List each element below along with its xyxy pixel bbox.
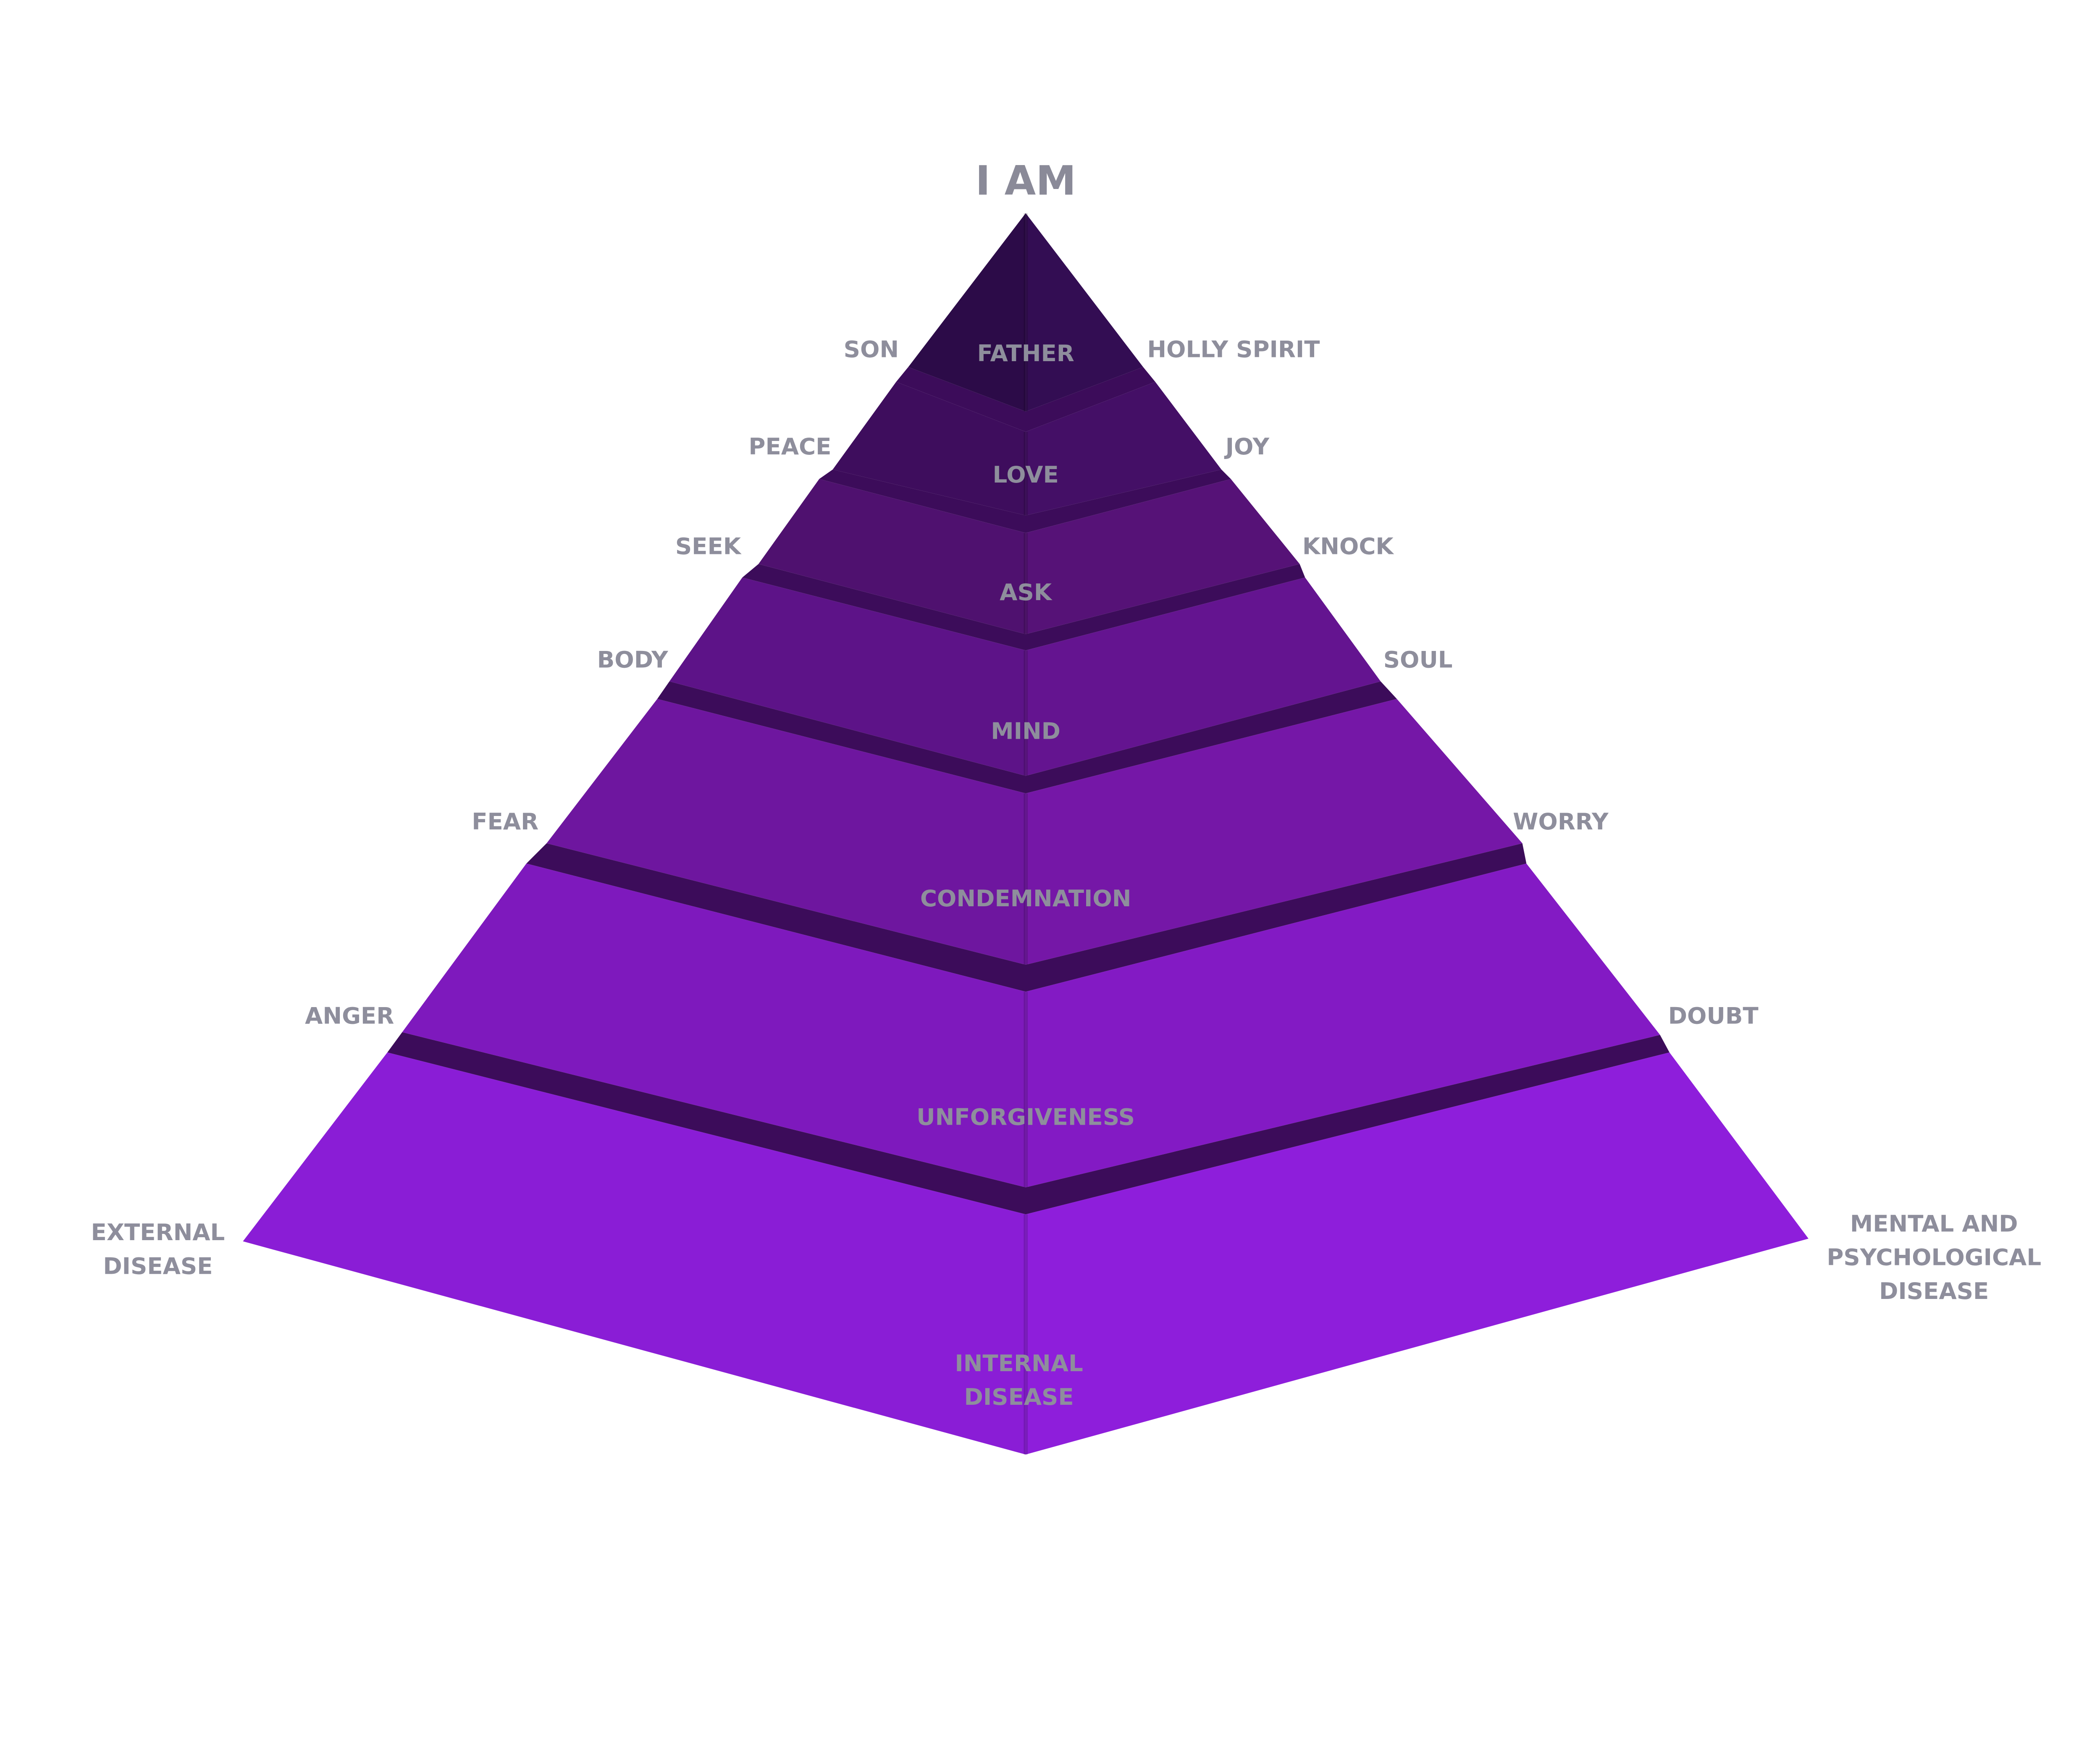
level-label: UNFORGIVENESS [916, 1104, 1135, 1131]
title: I AM [975, 157, 1076, 204]
right-label: WORRY [1513, 808, 1609, 835]
layer-left-face [546, 699, 1026, 965]
layer-right-face [1026, 577, 1381, 776]
left-label: ANGER [305, 1002, 394, 1029]
layer-right-face [1026, 213, 1143, 412]
layer-right-face [1026, 863, 1660, 1188]
layer-right-face [1026, 699, 1522, 965]
layer-left-face [908, 213, 1026, 412]
level-label: FATHER [977, 340, 1074, 367]
level-label: INTERNAL [955, 1350, 1083, 1377]
level-label: ASK [1000, 579, 1053, 606]
left-label: SON [844, 336, 899, 362]
level-label: DISEASE [964, 1383, 1074, 1410]
left-label: DISEASE [103, 1253, 213, 1280]
shadow-band [819, 470, 1231, 533]
right-label: DISEASE [1879, 1278, 1989, 1304]
right-label: DOUBT [1668, 1002, 1759, 1029]
right-label: JOY [1224, 433, 1270, 460]
right-label: MENTAL AND [1850, 1210, 2018, 1237]
level-label: CONDEMNATION [920, 885, 1131, 912]
right-label: SOUL [1383, 646, 1453, 673]
level-label: LOVE [992, 461, 1058, 488]
layer-left-face [243, 1052, 1026, 1455]
left-label: BODY [597, 646, 669, 673]
left-label: SEEK [675, 533, 742, 560]
level-label: MIND [991, 718, 1060, 745]
layer-left-face [832, 382, 1026, 516]
left-label: EXTERNAL [91, 1219, 225, 1246]
layer-left-face [669, 577, 1026, 776]
layer-right-face [1026, 1052, 1809, 1455]
pyramid [243, 213, 1809, 1455]
layer-right-face [1026, 479, 1300, 635]
right-label: PSYCHOLOGICAL [1827, 1244, 2041, 1271]
left-label: FEAR [472, 808, 538, 835]
layer-left-face [758, 479, 1026, 635]
left-label: PEACE [748, 433, 831, 460]
right-label: HOLLY SPIRIT [1147, 336, 1320, 362]
right-label: KNOCK [1302, 533, 1394, 560]
layer-right-face [1026, 382, 1222, 516]
layer-left-face [402, 863, 1026, 1188]
labels: FATHER SON HOLLY SPIRIT LOVE PEACE JOY ASK SEEK… [91, 336, 2042, 1410]
shadow-band [896, 367, 1155, 432]
